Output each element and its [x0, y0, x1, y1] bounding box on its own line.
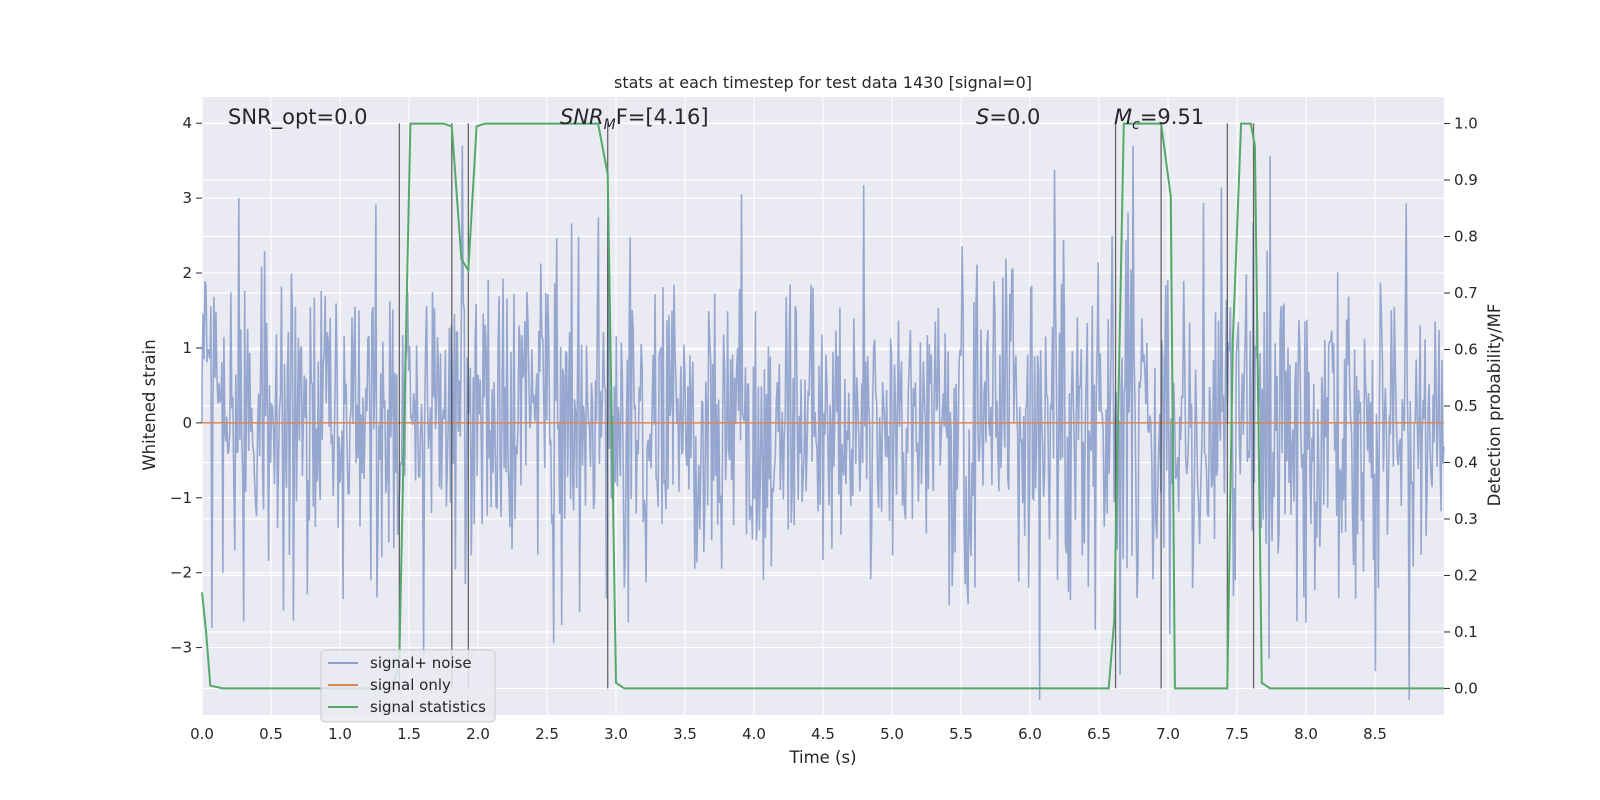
s-annotation: S=0.0 [976, 105, 1040, 129]
mc-main: M [1114, 105, 1132, 129]
right-y-tick-label: 0.2 [1454, 566, 1478, 584]
right-y-tick-label: 0.6 [1454, 341, 1478, 359]
snr-mf-sub: M [604, 117, 616, 133]
snr-mf-main: SNR [560, 105, 604, 129]
x-tick-label: 7.0 [1156, 725, 1180, 743]
s-rest: =0.0 [989, 105, 1040, 129]
s-main: S [976, 105, 989, 129]
mc-annotation: Mc=9.51 [1114, 105, 1204, 133]
noise-trace [201, 145, 1445, 701]
right-y-tick-label: 0.5 [1454, 397, 1478, 415]
signal-noise-series [201, 145, 1445, 701]
mc-rest: =9.51 [1140, 105, 1204, 129]
legend-label-signal-noise: signal+ noise [370, 654, 472, 672]
x-tick-label: 3.5 [673, 725, 697, 743]
right-y-tick-label: 0.9 [1454, 171, 1478, 189]
right-y-tick-label: 0.0 [1454, 679, 1478, 697]
x-tick-label: 1.0 [328, 725, 352, 743]
left-y-tick-label: 4 [182, 114, 192, 132]
x-tick-labels: 0.0 0.5 1.0 1.5 2.0 2.5 3.0 3.5 4.0 4.5 5.0 5.5 6.0 6… [190, 725, 1387, 743]
right-y-tick-label: 0.7 [1454, 284, 1478, 302]
left-y-tick-label: −3 [170, 639, 192, 657]
x-tick-label: 5.5 [949, 725, 973, 743]
x-tick-label: 2.5 [535, 725, 559, 743]
legend-label-signal-statistics: signal statistics [370, 698, 486, 716]
right-y-tick-label: 0.8 [1454, 228, 1478, 246]
snr-mf-annotation: SNRMF=[4.16] [560, 105, 709, 133]
legend-box [320, 649, 496, 723]
right-y-tick-label: 1.0 [1454, 115, 1478, 133]
legend: signal+ noise signal only signal statist… [320, 649, 496, 723]
x-tick-label: 5.0 [880, 725, 904, 743]
x-tick-label: 8.5 [1363, 725, 1387, 743]
right-y-tick-label: 0.4 [1454, 453, 1478, 471]
x-tick-label: 3.0 [604, 725, 628, 743]
chart-title: stats at each timestep for test data 143… [614, 73, 1032, 92]
right-y-tick-label: 0.1 [1454, 623, 1478, 641]
left-y-tick-label: 2 [182, 264, 192, 282]
x-tick-label: 2.0 [466, 725, 490, 743]
left-y-tick-label: 3 [182, 189, 192, 207]
x-tick-label: 0.0 [190, 725, 214, 743]
right-y-axis-label: Detection probability/MF [1485, 304, 1504, 507]
left-y-tick-label: 1 [182, 339, 192, 357]
legend-label-signal-only: signal only [370, 676, 451, 694]
left-y-tick-label: −1 [170, 489, 192, 507]
left-y-tick-label: 0 [182, 414, 192, 432]
x-tick-label: 6.5 [1087, 725, 1111, 743]
left-y-tick-label: −2 [170, 564, 192, 582]
snr-opt-annotation: SNR_opt=0.0 [228, 105, 368, 130]
snr-mf-rest: F=[4.16] [616, 105, 709, 129]
mc-sub: c [1132, 117, 1140, 133]
left-y-axis-label: Whitened strain [140, 339, 159, 470]
left-y-tick-labels: 4 3 2 1 0 −1 −2 −3 [170, 114, 202, 657]
x-tick-label: 1.5 [397, 725, 421, 743]
x-tick-label: 4.0 [742, 725, 766, 743]
x-tick-label: 8.0 [1294, 725, 1318, 743]
x-tick-label: 4.5 [811, 725, 835, 743]
right-y-tick-labels: 1.0 0.9 0.8 0.7 0.6 0.5 0.4 0.3 0.2 0.1 0.0 [1444, 115, 1478, 697]
x-axis-label: Time (s) [788, 748, 856, 767]
x-tick-label: 0.5 [259, 725, 283, 743]
right-y-tick-label: 0.3 [1454, 510, 1478, 528]
x-tick-label: 6.0 [1018, 725, 1042, 743]
signal-statistics-line [201, 122, 1444, 690]
x-tick-label: 7.5 [1225, 725, 1249, 743]
